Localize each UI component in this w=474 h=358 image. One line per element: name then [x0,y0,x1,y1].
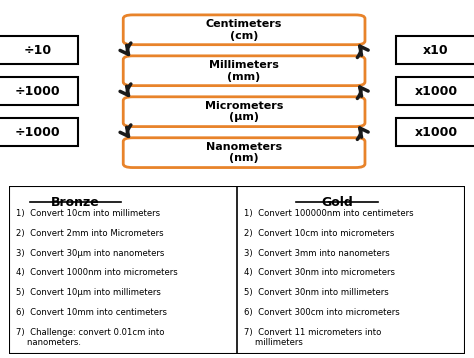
FancyBboxPatch shape [0,36,78,64]
FancyBboxPatch shape [123,56,365,86]
Text: 3)  Convert 3mm into nanometers: 3) Convert 3mm into nanometers [244,248,390,258]
Text: Gold: Gold [321,196,353,209]
FancyBboxPatch shape [123,138,365,168]
Text: 6)  Convert 300cm into micrometers: 6) Convert 300cm into micrometers [244,308,400,317]
FancyBboxPatch shape [0,118,78,146]
FancyBboxPatch shape [123,97,365,127]
Text: 5)  Convert 10μm into millimeters: 5) Convert 10μm into millimeters [16,288,161,297]
FancyBboxPatch shape [123,15,365,45]
FancyBboxPatch shape [396,118,474,146]
Text: x1000: x1000 [415,85,457,98]
FancyBboxPatch shape [396,77,474,105]
Text: x1000: x1000 [415,126,457,139]
Text: 2)  Convert 2mm into Micrometers: 2) Convert 2mm into Micrometers [16,229,164,238]
Text: 7)  Challenge: convert 0.01cm into
    nanometers.: 7) Challenge: convert 0.01cm into nanome… [16,328,165,347]
Text: ÷10: ÷10 [24,44,52,57]
FancyBboxPatch shape [396,36,474,64]
Text: 5)  Convert 30nm into millimeters: 5) Convert 30nm into millimeters [244,288,389,297]
Text: 4)  Convert 30nm into micrometers: 4) Convert 30nm into micrometers [244,268,395,277]
Text: 1)  Convert 100000nm into centimeters: 1) Convert 100000nm into centimeters [244,209,413,218]
FancyBboxPatch shape [0,77,78,105]
Text: ÷1000: ÷1000 [15,126,61,139]
Text: x10: x10 [423,44,449,57]
Text: 7)  Convert 11 micrometers into
    millimeters: 7) Convert 11 micrometers into millimete… [244,328,381,347]
Text: 3)  Convert 30μm into nanometers: 3) Convert 30μm into nanometers [16,248,164,258]
Text: 2)  Convert 10cm into micrometers: 2) Convert 10cm into micrometers [244,229,394,238]
Text: 4)  Convert 1000nm into micrometers: 4) Convert 1000nm into micrometers [16,268,178,277]
FancyBboxPatch shape [9,186,465,354]
Text: 1)  Convert 10cm into millimeters: 1) Convert 10cm into millimeters [16,209,160,218]
Text: Nanometers
(nm): Nanometers (nm) [206,142,282,164]
Text: Micrometers
(μm): Micrometers (μm) [205,101,283,122]
Text: 6)  Convert 10mm into centimeters: 6) Convert 10mm into centimeters [16,308,167,317]
Text: Millimeters
(mm): Millimeters (mm) [209,60,279,82]
Text: Bronze: Bronze [51,196,100,209]
Text: Centimeters
(cm): Centimeters (cm) [206,19,283,40]
Text: ÷1000: ÷1000 [15,85,61,98]
